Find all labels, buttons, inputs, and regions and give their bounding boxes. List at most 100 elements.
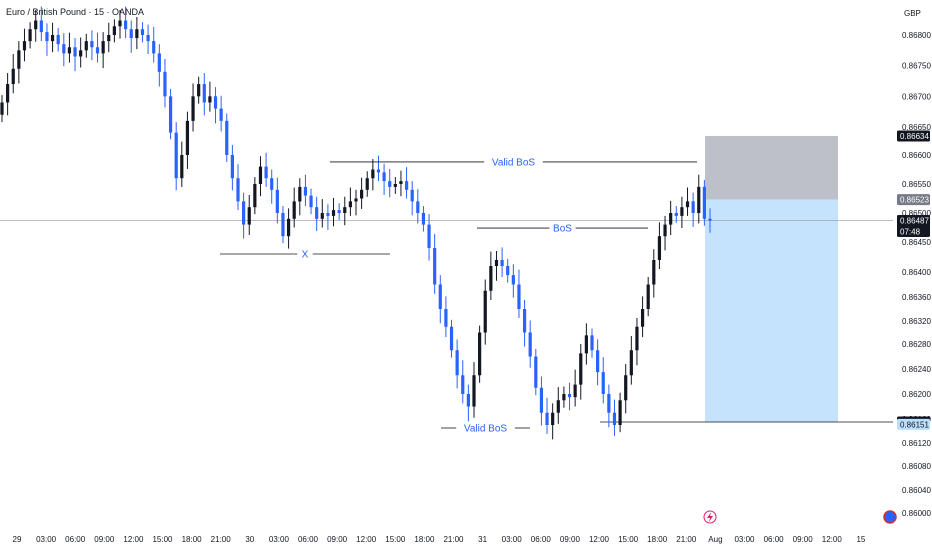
- y-tick-label: 0.86320: [902, 317, 931, 326]
- symbol-title: Euro / British Pound · 15 · OANDA: [6, 7, 145, 17]
- candle-body: [348, 201, 352, 208]
- candle-body: [601, 372, 605, 394]
- price-label: 0.86151: [900, 420, 929, 429]
- candle-body: [365, 178, 369, 190]
- candle-body: [174, 132, 178, 179]
- candle-body: [607, 394, 611, 413]
- price-label-box: [897, 194, 930, 206]
- candle-body: [17, 50, 21, 69]
- y-tick-label: 0.86700: [902, 92, 931, 101]
- annotation-label: BoS: [553, 224, 572, 235]
- price-label-box: [897, 418, 930, 430]
- x-tick-label: 03:00: [36, 535, 57, 544]
- y-tick-label: 0.86360: [902, 293, 931, 302]
- y-tick-label: 0.86040: [902, 486, 931, 495]
- candle-body: [674, 213, 678, 216]
- candle-body: [315, 207, 319, 219]
- candle-body: [562, 394, 566, 401]
- candle-body: [45, 32, 49, 42]
- candle-body: [22, 41, 27, 51]
- candle-body: [213, 96, 218, 109]
- candle-body: [129, 29, 133, 39]
- candle-body: [494, 260, 499, 266]
- price-label: 0.86487: [900, 217, 929, 226]
- candle-body: [135, 29, 139, 39]
- y-tick-label: 0.86800: [902, 31, 931, 40]
- y-tick-label: 0.86000: [902, 509, 931, 518]
- candle-body: [236, 178, 240, 202]
- candle-body: [242, 201, 246, 225]
- candle-body: [433, 248, 437, 285]
- candle-body: [360, 189, 364, 199]
- candle-body: [708, 218, 712, 221]
- candle-body: [635, 326, 639, 351]
- x-tick-label: 18:00: [182, 535, 203, 544]
- candle-body: [522, 309, 527, 333]
- candle-body: [168, 96, 173, 133]
- candle-body: [618, 400, 622, 425]
- x-tick-label: 31: [478, 535, 487, 544]
- candle-body: [0, 102, 4, 115]
- candle-body: [612, 412, 617, 425]
- candle-body: [320, 213, 324, 219]
- candle-body: [489, 266, 493, 291]
- candle-body: [545, 412, 549, 425]
- candle-body: [95, 47, 100, 54]
- candle-body: [669, 213, 673, 225]
- candle-body: [567, 394, 572, 398]
- candle-body: [539, 387, 544, 413]
- candle-body: [163, 71, 167, 97]
- candle-body: [90, 41, 94, 48]
- candle-body: [230, 155, 234, 179]
- x-tick-label: 12:00: [356, 535, 377, 544]
- candle-body: [275, 189, 279, 213]
- candle-body: [298, 186, 302, 202]
- x-tick-label: 06:00: [298, 535, 319, 544]
- lightning-icon: [703, 510, 717, 524]
- candle-body: [146, 35, 150, 42]
- candle-body: [79, 50, 83, 57]
- x-tick-label: 12:00: [123, 535, 144, 544]
- candle-body: [124, 20, 128, 30]
- price-label: 0.86523: [900, 196, 929, 205]
- candle-body: [376, 169, 381, 173]
- candle-body: [500, 260, 504, 266]
- stop-loss-zone: [705, 135, 838, 200]
- candle-body: [67, 47, 72, 54]
- candle-body: [511, 275, 515, 285]
- candle-body: [326, 213, 330, 216]
- candle-body: [382, 172, 386, 182]
- x-tick-label: 21:00: [676, 535, 697, 544]
- candle-body: [6, 84, 10, 103]
- candle-body: [624, 375, 628, 401]
- x-tick-label: 15:00: [618, 535, 639, 544]
- candle-body: [534, 356, 538, 388]
- candle-body: [34, 20, 38, 30]
- x-tick-label: 06:00: [531, 535, 552, 544]
- candle-body: [472, 375, 476, 407]
- x-tick-label: 12:00: [822, 535, 843, 544]
- candle-body: [258, 166, 263, 184]
- candle-body: [112, 26, 116, 35]
- candle-body: [157, 53, 161, 72]
- candle-body: [697, 186, 701, 213]
- candle-body: [399, 181, 403, 184]
- x-tick-label: 03:00: [734, 535, 755, 544]
- candle-body: [556, 400, 560, 413]
- candle-body: [101, 41, 105, 54]
- y-tick-label: 0.86280: [902, 340, 931, 349]
- candle-body: [309, 195, 313, 208]
- candle-body: [371, 169, 375, 179]
- x-tick-label: 21:00: [443, 535, 464, 544]
- candle-body: [107, 35, 111, 42]
- x-tick-label: 12:00: [589, 535, 610, 544]
- price-label-box: [897, 215, 930, 238]
- y-tick-label: 0.86400: [902, 268, 931, 277]
- candle-body: [528, 332, 532, 357]
- x-tick-label: 09:00: [793, 535, 814, 544]
- candle-body: [640, 309, 645, 327]
- candle-body: [140, 29, 145, 35]
- candle-body: [286, 218, 291, 237]
